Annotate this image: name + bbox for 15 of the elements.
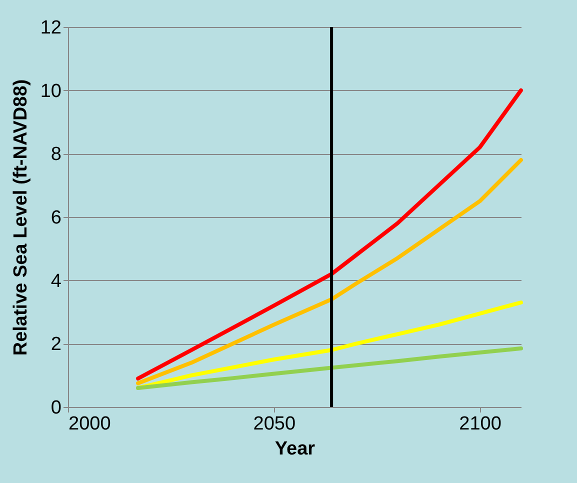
x-tick-label: 2100: [459, 414, 502, 434]
x-axis-title: Year: [274, 438, 316, 460]
y-tick-label: 6: [50, 208, 62, 228]
y-tick-label: 12: [40, 18, 62, 38]
line-series: [136, 346, 523, 390]
x-tick-label: 2000: [68, 414, 111, 434]
line-series: [136, 158, 523, 386]
y-tick-label: 2: [50, 334, 62, 356]
line-series: [136, 88, 523, 380]
y-tick-label: 8: [50, 144, 62, 166]
y-tick-label: 0: [50, 398, 62, 418]
y-tick-label: 4: [50, 270, 62, 292]
y-axis-title: Relative Sea Level (ft-NAVD88): [10, 79, 32, 356]
x-tick-label: 2050: [253, 414, 296, 434]
y-tick-label: 10: [40, 80, 62, 102]
